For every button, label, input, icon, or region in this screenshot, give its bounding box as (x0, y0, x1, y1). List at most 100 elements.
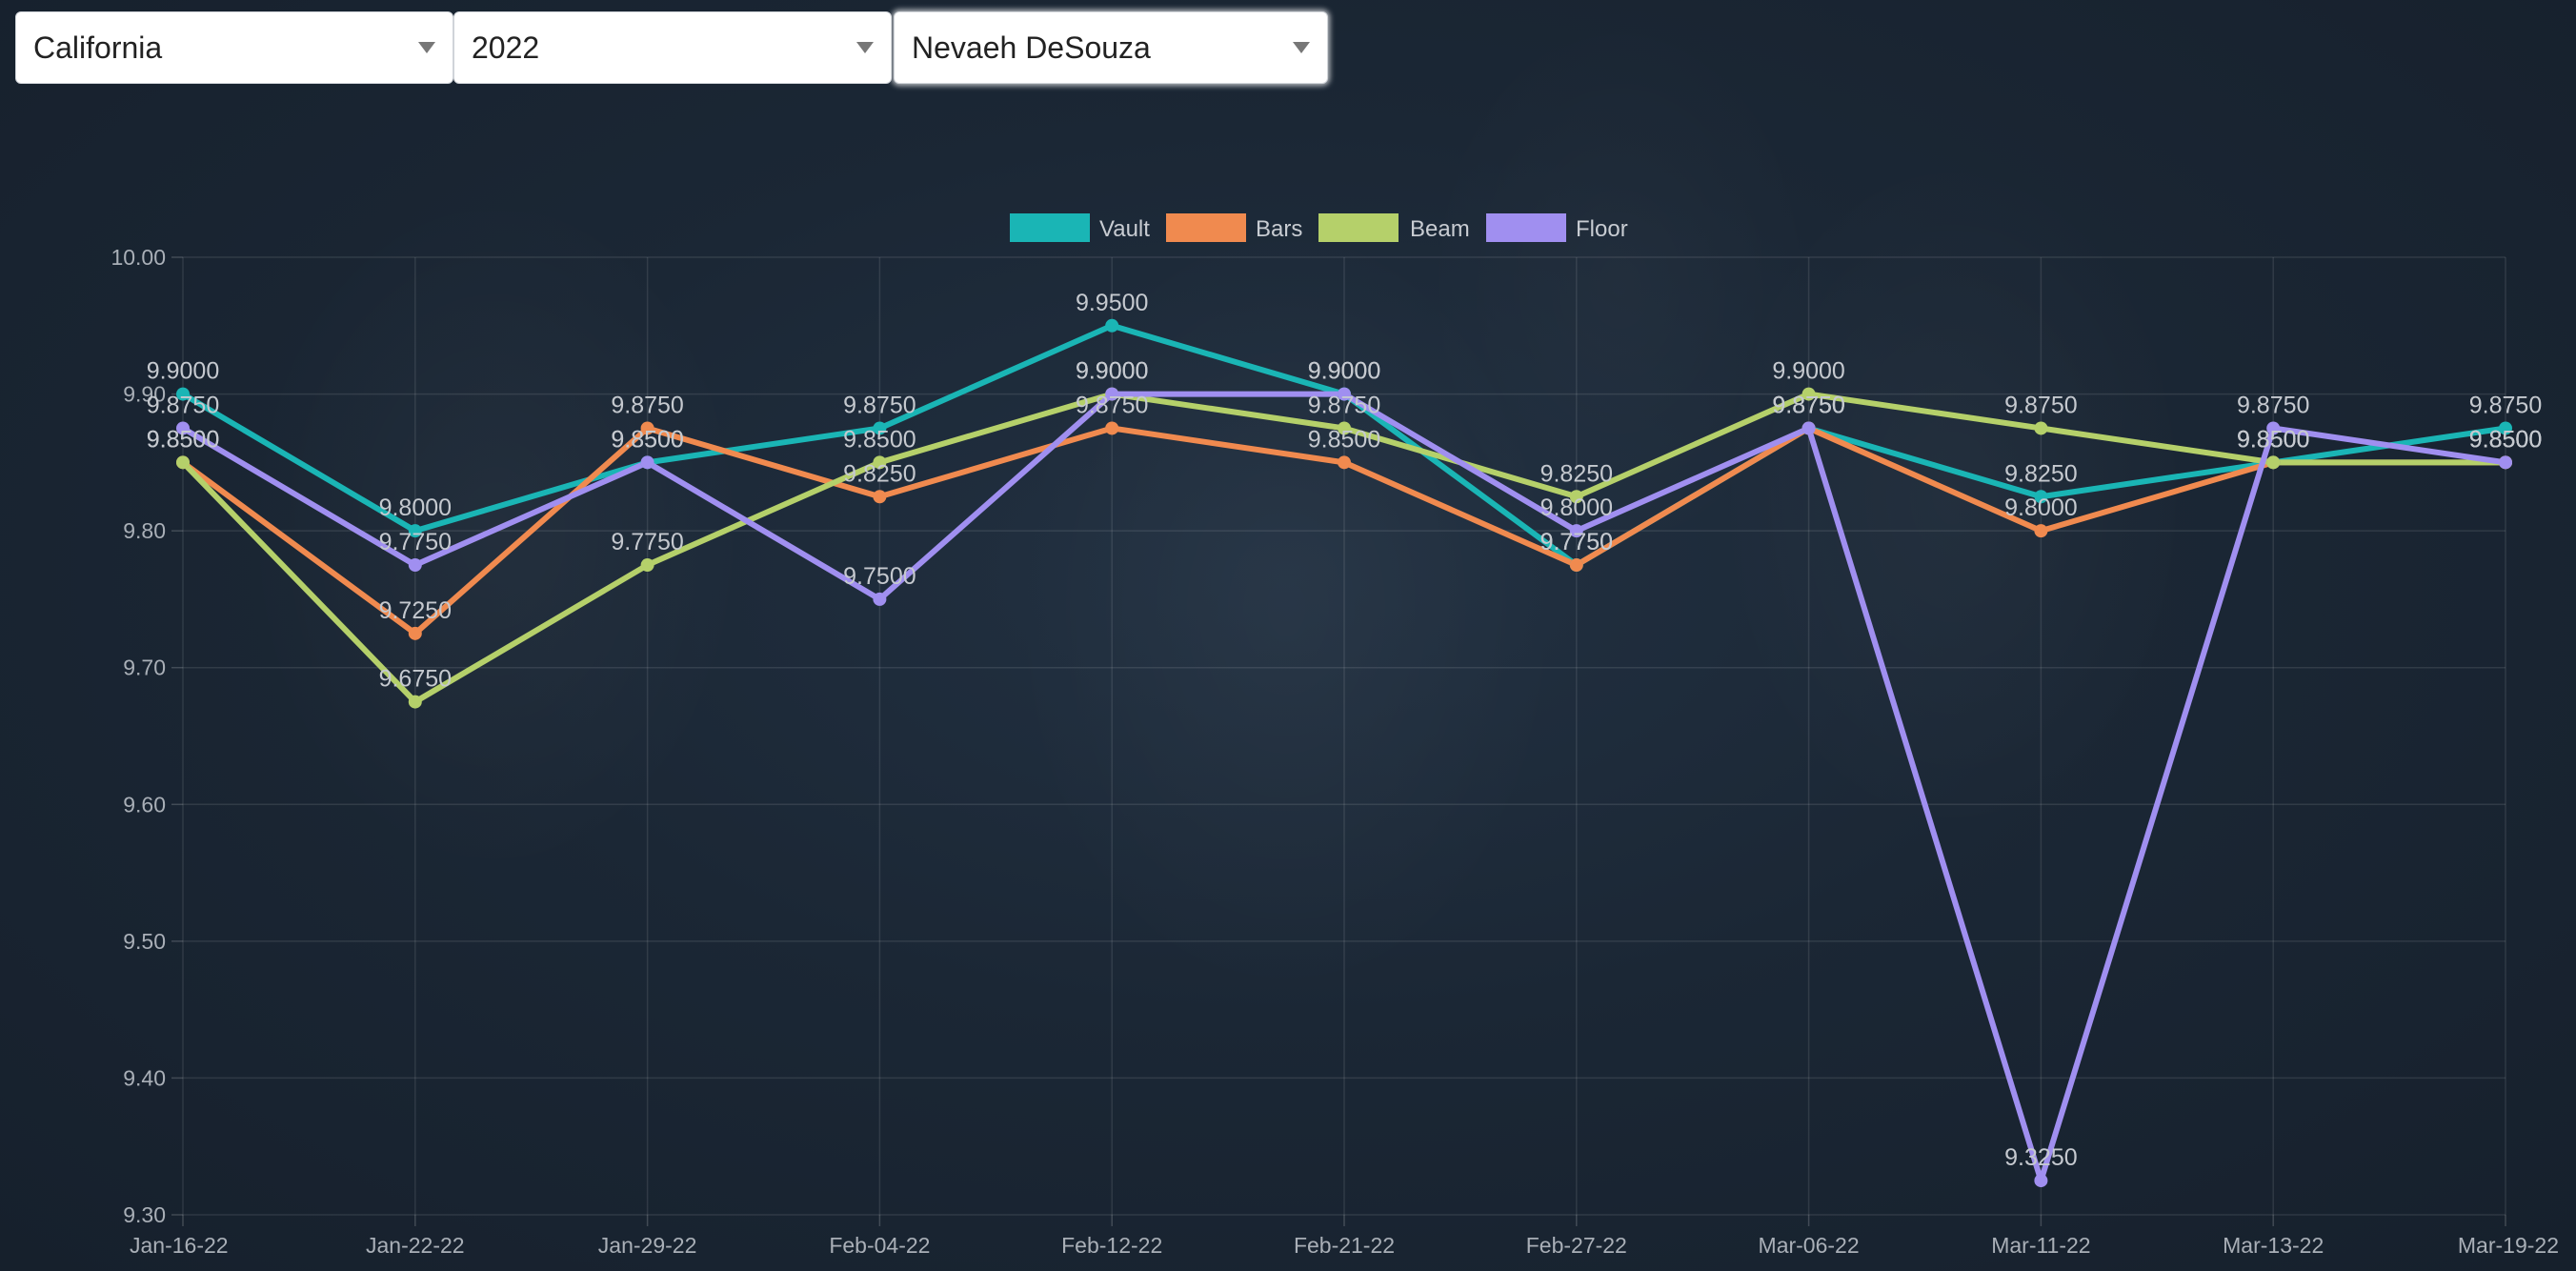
x-tick-label: Jan-22-22 (366, 1233, 465, 1258)
data-point-vault[interactable] (2034, 490, 2048, 504)
athlete-select[interactable]: Nevaeh DeSouza (894, 11, 1328, 84)
data-label-vault: 9.8750 (843, 392, 916, 418)
legend-item-floor[interactable]: Floor (1486, 213, 1628, 242)
chevron-down-icon (856, 42, 874, 53)
data-label-vault: 9.8750 (2469, 392, 2542, 418)
data-point-floor[interactable] (408, 558, 422, 573)
data-label-vault: 9.8750 (1772, 392, 1844, 418)
data-label-bars: 9.8000 (2004, 494, 2077, 521)
year-select[interactable]: 2022 (453, 11, 892, 84)
data-point-bars[interactable] (873, 490, 887, 504)
y-tick-label: 9.30 (123, 1202, 166, 1227)
data-point-vault[interactable] (176, 387, 190, 401)
data-label-beam: 9.8500 (2237, 426, 2309, 453)
data-labels: 9.9000 9.8000 9.8500 9.8750 9.9500 9.9000 9.77… (147, 290, 2542, 1171)
data-label-floor: 9.8500 (2469, 426, 2542, 453)
legend-item-vault[interactable]: Vault (1010, 213, 1150, 242)
x-tick-label: Feb-27-22 (1526, 1233, 1627, 1258)
y-tick-label: 9.80 (123, 518, 166, 543)
data-point-floor[interactable] (873, 592, 887, 606)
y-tick-label: 10.00 (111, 245, 166, 270)
data-label-floor: 9.8750 (1772, 392, 1844, 418)
data-point-floor[interactable] (176, 421, 190, 435)
data-label-beam: 9.6750 (379, 666, 452, 693)
data-label-beam: 9.8500 (147, 426, 219, 453)
data-point-floor[interactable] (1105, 387, 1119, 401)
x-tick-label: Jan-16-22 (130, 1233, 229, 1258)
y-axis: 9.30 9.40 9.50 9.60 9.70 9.80 9.90 10.00 (111, 245, 166, 1227)
data-label-bars: 9.7750 (1540, 529, 1613, 555)
data-point-beam[interactable] (2034, 421, 2048, 435)
data-point-beam[interactable] (1569, 490, 1583, 504)
data-point-beam[interactable] (873, 455, 887, 470)
data-point-bars[interactable] (408, 626, 422, 640)
data-point-vault[interactable] (408, 524, 422, 538)
data-point-beam[interactable] (176, 455, 190, 470)
y-tick-label: 9.90 (123, 382, 166, 407)
y-tick-label: 9.60 (123, 792, 166, 817)
x-tick-label: Mar-13-22 (2223, 1233, 2324, 1258)
data-label-vault: 9.8500 (611, 426, 683, 453)
x-tick-label: Jan-29-22 (598, 1233, 697, 1258)
data-point-bars[interactable] (1105, 421, 1119, 435)
data-point-beam[interactable] (408, 695, 422, 709)
data-label-floor: 9.8750 (2237, 392, 2309, 418)
data-label-floor: 9.9000 (1308, 358, 1380, 385)
x-tick-label: Feb-04-22 (829, 1233, 930, 1258)
legend-swatch (1486, 213, 1566, 242)
data-label-bars: 9.8750 (1772, 392, 1844, 418)
state-select[interactable]: California (15, 11, 453, 84)
legend-swatch (1318, 213, 1399, 242)
legend-item-bars[interactable]: Bars (1166, 213, 1302, 242)
data-point-beam[interactable] (1801, 387, 1816, 401)
y-tick-label: 9.70 (123, 656, 166, 680)
data-point-vault[interactable] (1105, 318, 1119, 333)
data-point-beam[interactable] (2266, 455, 2281, 470)
y-tick-label: 9.50 (123, 929, 166, 954)
legend-label: Vault (1099, 216, 1150, 242)
legend-label: Beam (1410, 216, 1470, 242)
chart-grid (171, 256, 2506, 1226)
legend-label: Floor (1576, 216, 1628, 242)
data-label-vault: 9.8000 (379, 494, 452, 521)
x-axis: Jan-16-22 Jan-22-22 Jan-29-22 Feb-04-22 Feb-… (130, 1233, 2559, 1258)
data-label-beam: 9.8500 (843, 426, 916, 453)
data-point-beam[interactable] (640, 558, 654, 573)
data-label-bars: 9.8500 (2469, 426, 2542, 453)
data-label-beam: 9.8250 (1540, 460, 1613, 487)
athlete-select-value: Nevaeh DeSouza (912, 30, 1151, 65)
chevron-down-icon (418, 42, 435, 53)
data-point-floor[interactable] (1338, 387, 1351, 401)
data-label-beam: 9.9000 (1772, 358, 1844, 385)
data-label-floor: 9.9000 (1076, 358, 1148, 385)
data-label-vault: 9.8500 (2237, 426, 2309, 453)
data-point-floor[interactable] (640, 455, 654, 470)
data-point-bars[interactable] (1569, 558, 1583, 573)
data-label-bars: 9.8750 (611, 392, 683, 418)
data-point-floor[interactable] (1801, 421, 1816, 435)
data-point-bars[interactable] (1338, 455, 1351, 470)
x-tick-label: Mar-06-22 (1759, 1233, 1860, 1258)
x-tick-label: Mar-11-22 (1991, 1233, 2090, 1258)
data-label-beam: 9.8750 (1308, 392, 1380, 418)
data-point-floor[interactable] (2499, 455, 2512, 470)
data-point-floor[interactable] (1569, 524, 1583, 538)
data-point-floor[interactable] (2034, 1174, 2048, 1188)
data-point-bars[interactable] (640, 421, 654, 435)
data-label-beam: 9.9000 (1076, 358, 1148, 385)
data-label-bars: 9.8500 (1308, 426, 1380, 453)
data-label-floor: 9.8000 (1540, 494, 1613, 521)
data-label-bars: 9.8500 (2237, 426, 2309, 453)
legend-label: Bars (1256, 216, 1302, 242)
data-point-floor[interactable] (2266, 421, 2281, 435)
data-point-bars[interactable] (2034, 524, 2048, 538)
legend-item-beam[interactable]: Beam (1318, 213, 1470, 242)
data-point-vault[interactable] (873, 421, 887, 435)
data-label-floor: 9.3250 (2004, 1144, 2077, 1171)
data-label-vault: 9.9000 (147, 358, 219, 385)
x-tick-label: Feb-12-22 (1061, 1233, 1162, 1258)
data-label-beam: 9.7750 (611, 529, 683, 555)
data-point-vault[interactable] (2499, 421, 2512, 435)
data-point-beam[interactable] (1338, 421, 1351, 435)
